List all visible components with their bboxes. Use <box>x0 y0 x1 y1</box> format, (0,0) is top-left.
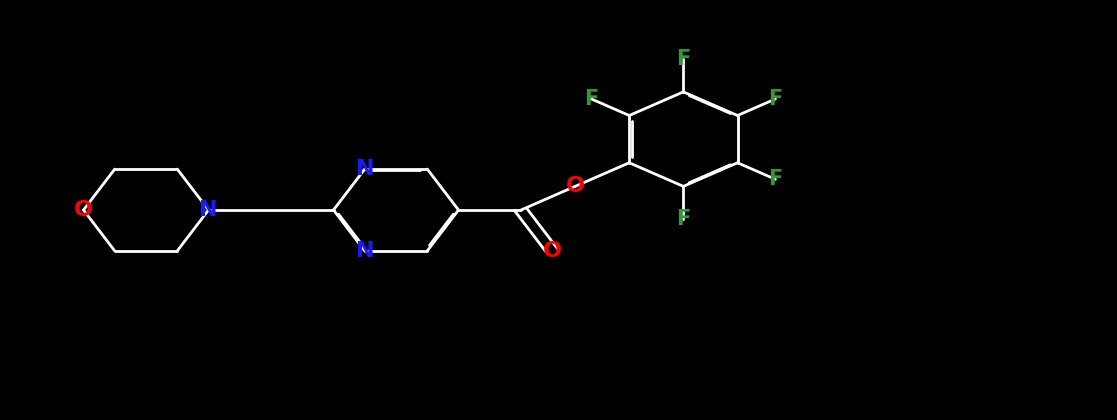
Text: O: O <box>565 176 584 197</box>
Text: F: F <box>676 49 690 69</box>
Text: F: F <box>768 89 783 109</box>
Text: O: O <box>74 200 93 220</box>
Text: F: F <box>768 169 783 189</box>
Text: F: F <box>584 89 599 109</box>
Text: N: N <box>199 200 218 220</box>
Text: O: O <box>543 241 562 261</box>
Text: F: F <box>676 210 690 229</box>
Text: N: N <box>355 159 374 179</box>
Text: N: N <box>355 241 374 261</box>
